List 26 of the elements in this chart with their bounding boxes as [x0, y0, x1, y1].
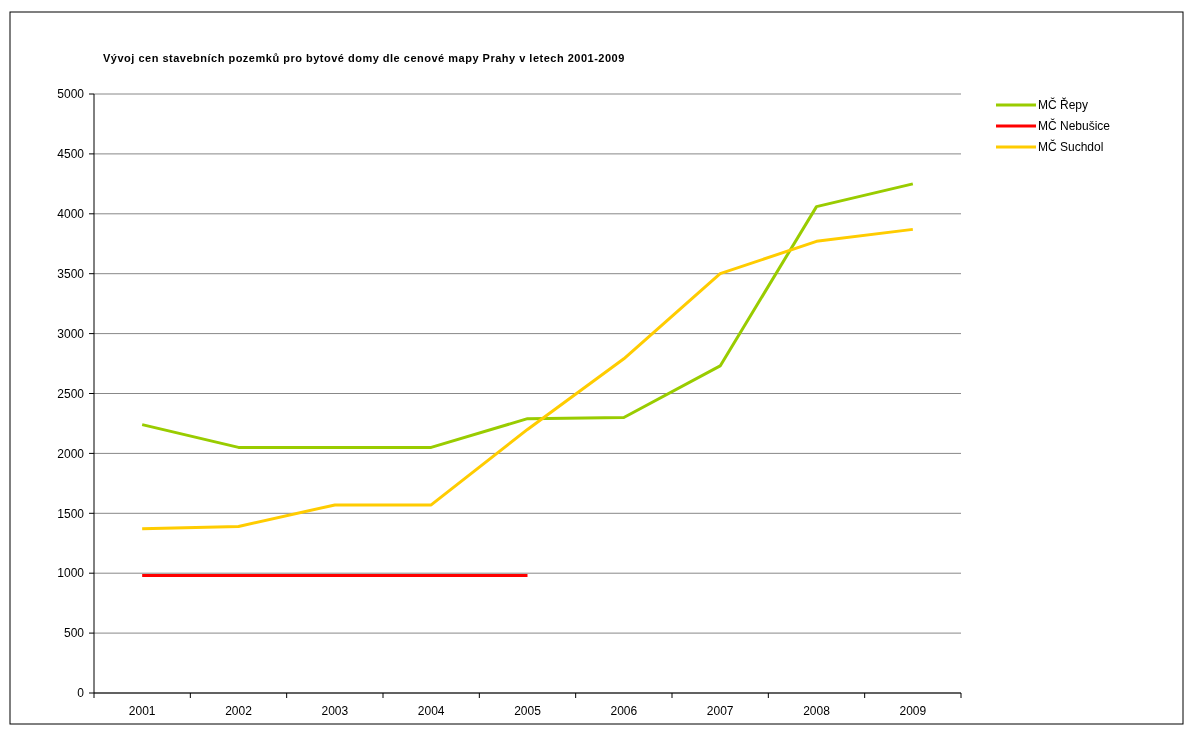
line-series — [140, 182, 915, 449]
y-tick-label: 3500 — [57, 266, 85, 281]
y-tick-label: 500 — [63, 626, 85, 641]
y-tick-label: 4000 — [57, 207, 85, 221]
legend-label: MČ Řepy — [1038, 97, 1089, 113]
y-tick-label: 4500 — [57, 147, 85, 162]
x-tick-label: 2002 — [225, 704, 253, 718]
legend-label: MČ Suchdol — [1038, 139, 1104, 155]
x-tick-label: 2008 — [803, 704, 831, 718]
x-tick-label: 2003 — [321, 704, 349, 718]
x-tick-label: 2001 — [128, 704, 156, 718]
y-tick-label: 3000 — [57, 326, 85, 341]
x-tick-label: 2004 — [417, 704, 445, 718]
x-tick-label: 2009 — [899, 704, 927, 718]
legend-label: MČ Nebušice — [1038, 118, 1111, 134]
x-tick-label: 2007 — [706, 704, 734, 718]
y-tick-label: 2500 — [57, 386, 85, 401]
chart-title: Vývoj cen stavebních pozemků pro bytové domy dle cenové mapy Prahy v letech 2001-2009 — [103, 52, 625, 64]
line-series — [140, 227, 915, 531]
x-tick-label: 2006 — [610, 704, 638, 718]
y-tick-label: 1500 — [57, 506, 85, 521]
y-tick-label: 0 — [77, 686, 85, 701]
y-tick-label: 1000 — [57, 566, 85, 581]
y-tick-label: 2000 — [57, 446, 85, 461]
y-tick-label: 5000 — [57, 87, 85, 102]
x-tick-label: 2005 — [514, 704, 542, 718]
